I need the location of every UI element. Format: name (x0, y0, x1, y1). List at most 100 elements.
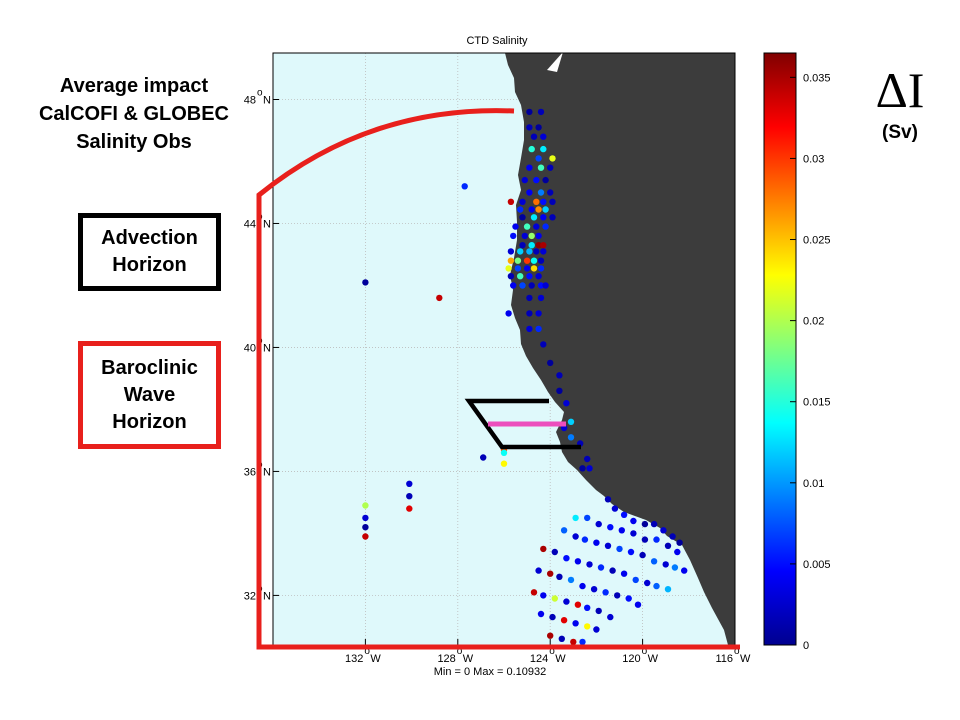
station-dot (526, 310, 533, 317)
station-dot (650, 558, 658, 565)
advection-label-2: Horizon (112, 254, 187, 276)
station-dot (634, 601, 642, 608)
station-dot (611, 505, 619, 512)
station-dot (505, 310, 512, 317)
station-dot (526, 248, 533, 255)
station-dot (604, 496, 612, 503)
station-dot (537, 294, 545, 302)
lat-tick-hemisphere: N (263, 342, 271, 354)
station-dot (547, 189, 554, 196)
lon-tick-hemisphere: W (370, 653, 381, 665)
lon-tick-hemisphere: W (463, 653, 474, 665)
station-dot (530, 133, 538, 140)
station-dot (620, 511, 628, 518)
station-dot (570, 638, 577, 646)
lon-tick-degree: 124 (530, 653, 548, 665)
station-dot (510, 232, 517, 240)
colorbar-ticks: 0.035 0.03 0.025 0.02 0.015 0.01 0.005 0 (790, 72, 831, 652)
land-mass (505, 53, 735, 645)
station-dot (517, 273, 524, 280)
station-dot (526, 273, 533, 280)
lat-tick-degree-mark: o (257, 87, 263, 98)
station-dot (535, 310, 542, 317)
station-dot (593, 626, 600, 633)
station-dot (584, 604, 591, 611)
station-dot (607, 613, 614, 621)
station-dot (540, 198, 547, 205)
station-dot (671, 564, 679, 571)
station-dot (540, 592, 547, 599)
station-dot (526, 325, 533, 333)
station-dot (517, 206, 524, 213)
station-dot (507, 257, 515, 264)
colorbar-tick-label: 0.01 (803, 478, 824, 490)
colorbar-tick-label: 0 (803, 640, 809, 652)
station-dot (551, 548, 558, 556)
station-dot (590, 586, 598, 593)
station-dot (406, 493, 413, 500)
station-dot (660, 527, 667, 534)
baroclinic-label-1: Baroclinic (101, 356, 198, 379)
station-dot (537, 189, 545, 196)
station-dot (542, 176, 549, 184)
station-dot (549, 155, 556, 162)
station-dot (551, 595, 558, 602)
delta-i-symbol: ΔI (875, 62, 925, 118)
station-dot (505, 265, 512, 272)
station-dot (362, 502, 369, 509)
station-dot (537, 257, 545, 264)
station-dot (579, 582, 586, 590)
station-dot (614, 592, 621, 599)
station-dot (535, 325, 542, 333)
station-dot (563, 555, 570, 562)
station-dot (514, 257, 522, 264)
station-dot (537, 282, 545, 289)
station-dot (436, 294, 443, 302)
colorbar-tick-label: 0.02 (803, 316, 824, 328)
station-dot (406, 505, 413, 512)
station-dot (630, 530, 637, 537)
station-dot (653, 536, 660, 543)
station-dot (579, 465, 586, 472)
station-dot (535, 206, 542, 213)
station-dot (480, 454, 487, 461)
advection-label-1: Advection (101, 227, 198, 249)
station-dot (584, 455, 591, 463)
station-dot (530, 257, 538, 264)
annotation-line-2: CalCOFI & GLOBEC (38, 103, 229, 125)
station-dot (627, 548, 635, 556)
station-dot (595, 520, 602, 528)
station-dot (512, 223, 519, 230)
lon-tick-degree: 116 (715, 653, 733, 665)
station-dot (650, 520, 658, 528)
station-dot (535, 242, 542, 249)
station-dot (521, 176, 528, 184)
station-dot (528, 145, 535, 153)
lon-tick-degree: 120 (622, 653, 640, 665)
baroclinic-label-3: Horizon (112, 410, 187, 433)
station-dot (644, 579, 651, 587)
lon-tick-hemisphere: W (648, 653, 659, 665)
colorbar-tick-label: 0.035 (803, 72, 831, 84)
station-dot (535, 567, 542, 574)
station-dot (533, 248, 540, 255)
station-dot (586, 561, 593, 568)
station-dot (547, 632, 554, 639)
colorbar-tick-label: 0.03 (803, 153, 824, 165)
station-dot (533, 223, 540, 230)
station-dot (609, 567, 616, 574)
station-dot (607, 524, 614, 531)
station-dot (572, 533, 579, 540)
annotation-line-1: Average impact (59, 75, 209, 97)
station-dot (586, 465, 593, 472)
station-dot (574, 558, 582, 565)
station-dot (537, 265, 545, 272)
baroclinic-label-2: Wave (123, 383, 176, 406)
station-dot (547, 359, 554, 367)
lon-tick-hemisphere: W (740, 653, 751, 665)
station-dot (560, 617, 568, 624)
station-dot (620, 570, 628, 577)
station-dot (526, 124, 533, 131)
station-dot (572, 620, 579, 627)
